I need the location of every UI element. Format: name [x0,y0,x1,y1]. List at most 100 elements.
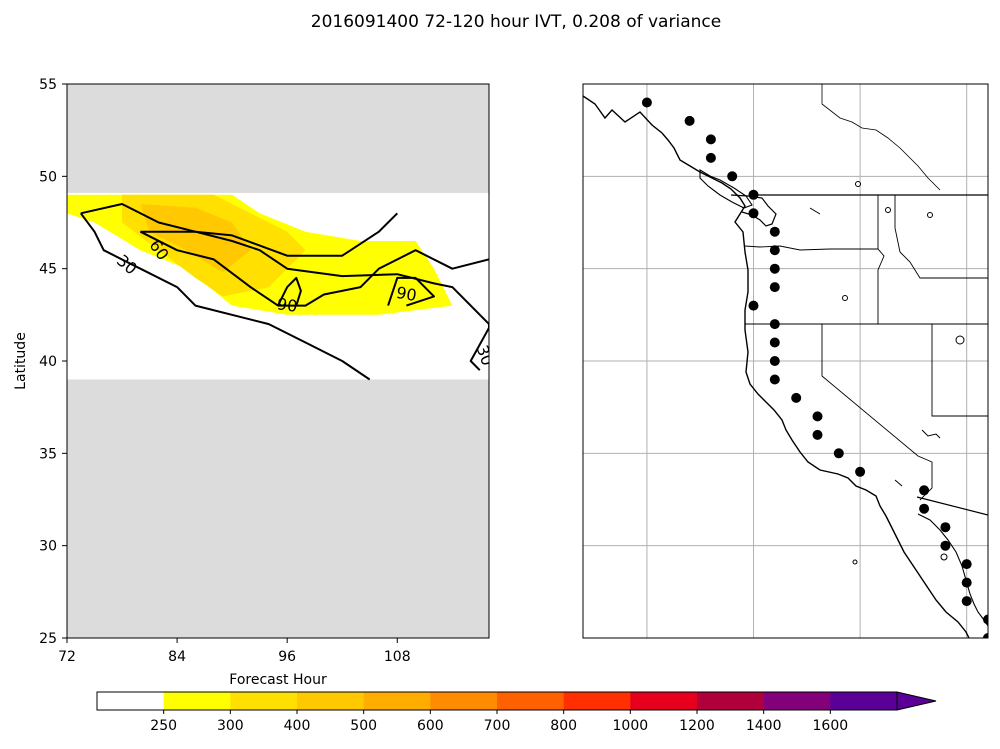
colorbar-cell [763,692,831,710]
y-tick-label: 55 [39,77,57,93]
location-marker [812,429,823,440]
coastline [583,95,970,638]
location-marker [748,189,759,200]
island-marker [855,181,861,187]
location-marker [748,208,759,219]
colorbar-cell [297,692,364,710]
idaho-border [877,195,988,279]
location-marker [961,559,972,570]
colorbar-tick-label: 1600 [813,718,849,734]
contour-line-90 [387,276,435,307]
colorbar-cell [497,692,564,710]
location-marker [919,485,930,496]
contour-label-group: 90 [395,283,418,305]
lake-outline [809,207,941,487]
location-marker [791,392,802,403]
y-tick-label: 25 [39,631,57,647]
location-marker [769,356,780,366]
map-frame [582,83,989,639]
location-marker [940,522,951,533]
right-panel-map [582,83,989,639]
colorbar-cell [430,692,498,710]
location-marker [919,503,930,514]
y-tick-label: 45 [39,262,57,278]
colorbar-cell [630,692,698,710]
colorbar-tick-label: 1400 [746,718,782,734]
x-tick-label: 108 [384,649,411,665]
colorbar-cell [563,692,631,710]
contour-line-30 [469,327,489,371]
location-marker [812,411,823,422]
missing-data-region [67,379,489,638]
colorbar-tick-label: 600 [417,718,444,734]
location-marker [641,97,652,108]
location-marker [961,577,972,588]
location-marker [769,226,780,237]
location-marker [748,300,759,311]
colorbar-tick-label: 500 [350,718,377,734]
island-marker [940,553,948,561]
y-tick-label: 40 [39,354,57,370]
us-mexico-border [916,496,988,516]
contour-label: 90 [395,283,418,305]
island-marker [852,559,858,565]
y-tick-label: 30 [39,539,57,555]
ivt-filled-region [140,204,251,273]
province-boundary [821,84,941,191]
contour-line-30 [80,203,489,328]
baja-peninsula-east-coast [917,513,988,627]
location-marker [684,115,695,126]
island-marker [927,212,933,218]
colorbar-tick-label: 250 [150,718,177,734]
washington-oregon-border [744,245,885,324]
location-marker [769,263,780,274]
location-marker [983,614,988,625]
missing-data-region [67,84,489,193]
location-marker [769,282,780,293]
x-tick-label: 84 [168,649,186,665]
location-marker [833,448,844,459]
x-tick-label: 72 [58,649,76,665]
figure-title: 2016091400 72-120 hour IVT, 0.208 of var… [311,12,721,32]
colorbar-tick-label: 400 [284,718,311,734]
nevada-arizona-border [931,324,988,417]
location-marker [940,540,951,551]
contour-label-group: 90 [276,294,299,316]
colorbar-cell [163,692,231,710]
contour-line-60 [140,212,399,257]
location-marker [855,466,866,477]
colorbar-cell [697,692,764,710]
island-marker [955,335,965,345]
location-marker [727,171,738,182]
location-marker [983,633,988,638]
y-tick-label: 35 [39,446,57,462]
colorbar-extend-arrow [896,691,937,711]
location-marker [705,134,716,145]
location-marker [705,152,716,163]
contour-line-60 [139,230,489,307]
contour-line-30 [79,212,371,381]
island-marker [885,207,891,213]
colorbar-tick-label: 300 [217,718,244,734]
location-marker [769,337,780,348]
colorbar-cell [363,692,431,710]
location-marker [769,245,780,256]
california-nevada-border [821,324,933,501]
colorbar-cell [97,692,164,710]
colorbar-cell [230,692,298,710]
contour-line-90 [277,276,302,307]
location-marker [769,374,780,385]
location-marker [769,319,780,330]
colorbar: 250 300 400 500 600 700 800 1000 1200 1400 1600 [96,691,937,734]
contour-label: 90 [276,294,299,316]
y-tick-label: 50 [39,169,57,185]
colorbar-tick-label: 1200 [679,718,715,734]
y-axis-label: Latitude [13,332,29,390]
x-axis-label: Forecast Hour [229,672,327,688]
vancouver-island [699,169,753,209]
colorbar-tick-label: 700 [484,718,511,734]
colorbar-tick-label: 800 [550,718,577,734]
colorbar-tick-label: 1000 [613,718,649,734]
